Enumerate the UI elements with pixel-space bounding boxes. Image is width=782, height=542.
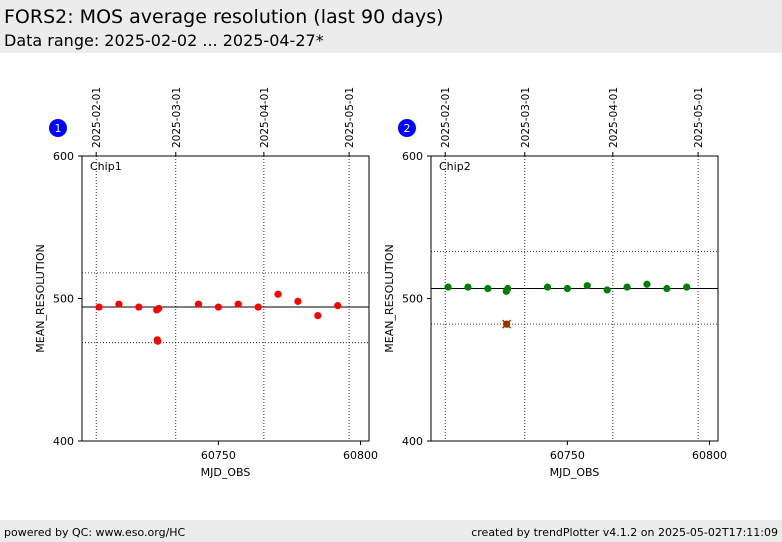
data-point xyxy=(603,286,611,294)
chart-panel-2: 2025-02-01 2025-03-01 2025-04-01 2025-05-01… xyxy=(383,87,727,479)
header-bar: FORS2: MOS average resolution (last 90 d… xyxy=(0,0,782,53)
y-axis-label: MEAN_RESOLUTION xyxy=(34,244,47,352)
date-tick-label: 2025-03-01 xyxy=(171,87,183,148)
y-tick-label: 600 xyxy=(402,150,423,163)
panel-number-badge xyxy=(49,119,67,137)
data-point xyxy=(663,284,671,293)
data-point xyxy=(194,300,203,308)
panel-number-badge xyxy=(398,119,416,137)
y-tick-label: 400 xyxy=(402,435,423,448)
data-point xyxy=(464,283,472,291)
data-point xyxy=(643,280,651,288)
data-point xyxy=(543,283,552,291)
footer-bar: powered by QC: www.eso.org/HC created by… xyxy=(0,520,782,542)
date-tick-label: 2025-04-01 xyxy=(608,87,620,148)
panel-number: 1 xyxy=(55,122,62,135)
data-point xyxy=(214,303,222,311)
x-tick-label: 60750 xyxy=(201,449,236,462)
y-tick-label: 400 xyxy=(53,435,74,448)
data-point xyxy=(583,282,591,290)
date-tick-label: 2025-03-01 xyxy=(520,87,532,148)
x-axis-label: MJD_OBS xyxy=(201,466,251,479)
date-tick-label: 2025-04-01 xyxy=(259,87,271,148)
data-point xyxy=(234,300,242,308)
plot-area xyxy=(81,155,370,442)
x-axis-label: MJD_OBS xyxy=(550,466,600,479)
data-point xyxy=(95,303,103,311)
data-point xyxy=(484,284,492,293)
y-tick-label: 500 xyxy=(402,293,423,306)
data-point xyxy=(334,302,342,310)
data-point xyxy=(155,304,163,313)
plot-area xyxy=(430,155,719,442)
data-point xyxy=(504,284,512,293)
data-point xyxy=(154,337,162,345)
x-tick-label: 60800 xyxy=(343,449,378,462)
data-point xyxy=(314,312,322,320)
date-tick-label: 2025-05-01 xyxy=(344,87,356,148)
panel-label: Chip1 xyxy=(90,160,122,173)
data-point xyxy=(563,284,571,293)
panel-number: 2 xyxy=(404,122,411,135)
page-title: FORS2: MOS average resolution (last 90 d… xyxy=(4,6,444,28)
date-tick-label: 2025-02-01 xyxy=(440,87,452,148)
chart-panel-1: 2025-02-01 2025-03-01 2025-04-01 2025-05-01… xyxy=(34,87,378,479)
data-point xyxy=(135,303,143,311)
page-subtitle: Data range: 2025-02-02 ... 2025-04-27* xyxy=(4,31,324,50)
footer-created: created by trendPlotter v4.1.2 on 2025-0… xyxy=(471,526,778,539)
data-point xyxy=(254,303,262,311)
y-tick-label: 600 xyxy=(53,150,74,163)
outlier-marker xyxy=(502,319,512,329)
data-point xyxy=(294,297,302,305)
data-point xyxy=(683,283,691,291)
date-tick-label: 2025-02-01 xyxy=(91,87,103,148)
date-tick-label: 2025-05-01 xyxy=(693,87,705,148)
footer-credit: powered by QC: www.eso.org/HC xyxy=(4,526,186,539)
y-tick-label: 500 xyxy=(53,293,74,306)
data-point xyxy=(274,290,282,298)
data-point xyxy=(444,283,452,291)
y-axis-label: MEAN_RESOLUTION xyxy=(383,244,396,352)
data-point xyxy=(623,283,631,291)
panel-label: Chip2 xyxy=(439,160,471,173)
data-point xyxy=(115,300,123,308)
x-tick-label: 60800 xyxy=(692,449,727,462)
x-tick-label: 60750 xyxy=(550,449,585,462)
